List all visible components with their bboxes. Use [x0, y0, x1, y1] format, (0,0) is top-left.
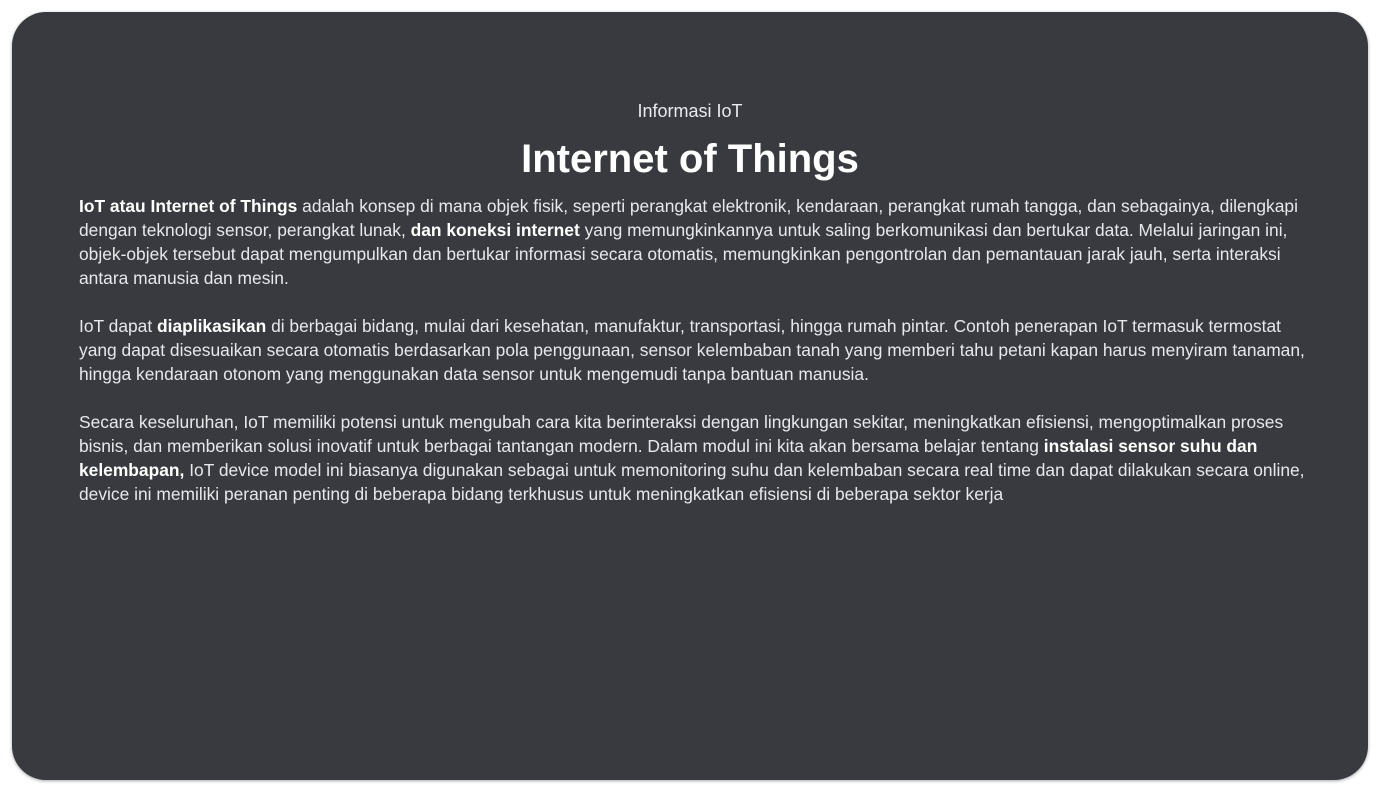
paragraph-text: adalah konsep di mana objek fisik, seper…	[79, 196, 1298, 240]
section-eyebrow: Informasi IoT	[637, 101, 743, 121]
bold-term-internet: dan koneksi internet	[410, 220, 580, 240]
paragraph-text: di berbagai bidang, mulai dari kesehatan…	[79, 316, 1305, 384]
article-body: IoT atau Internet of Things adalah konse…	[79, 194, 1309, 530]
bold-term-applied: diaplikasikan	[157, 316, 267, 336]
page-title: Internet of Things	[521, 137, 859, 181]
paragraph-applications: IoT dapat diaplikasikan di berbagai bida…	[79, 314, 1309, 386]
paragraph-text: IoT dapat	[79, 316, 157, 336]
paragraph-definition: IoT atau Internet of Things adalah konse…	[79, 194, 1309, 290]
paragraph-text: yang memungkinkannya untuk saling berkom…	[79, 220, 1288, 288]
bold-term-iot: IoT atau Internet of Things	[79, 196, 298, 216]
paragraph-text: IoT device model ini biasanya digunakan …	[79, 460, 1305, 504]
info-card: Informasi IoT Internet of Things IoT ata…	[12, 12, 1368, 780]
bold-term-sensor: instalasi sensor suhu dan kelembapan,	[79, 436, 1258, 480]
paragraph-text: Secara keseluruhan, IoT memiliki potensi…	[79, 412, 1284, 456]
paragraph-summary: Secara keseluruhan, IoT memiliki potensi…	[79, 410, 1309, 506]
